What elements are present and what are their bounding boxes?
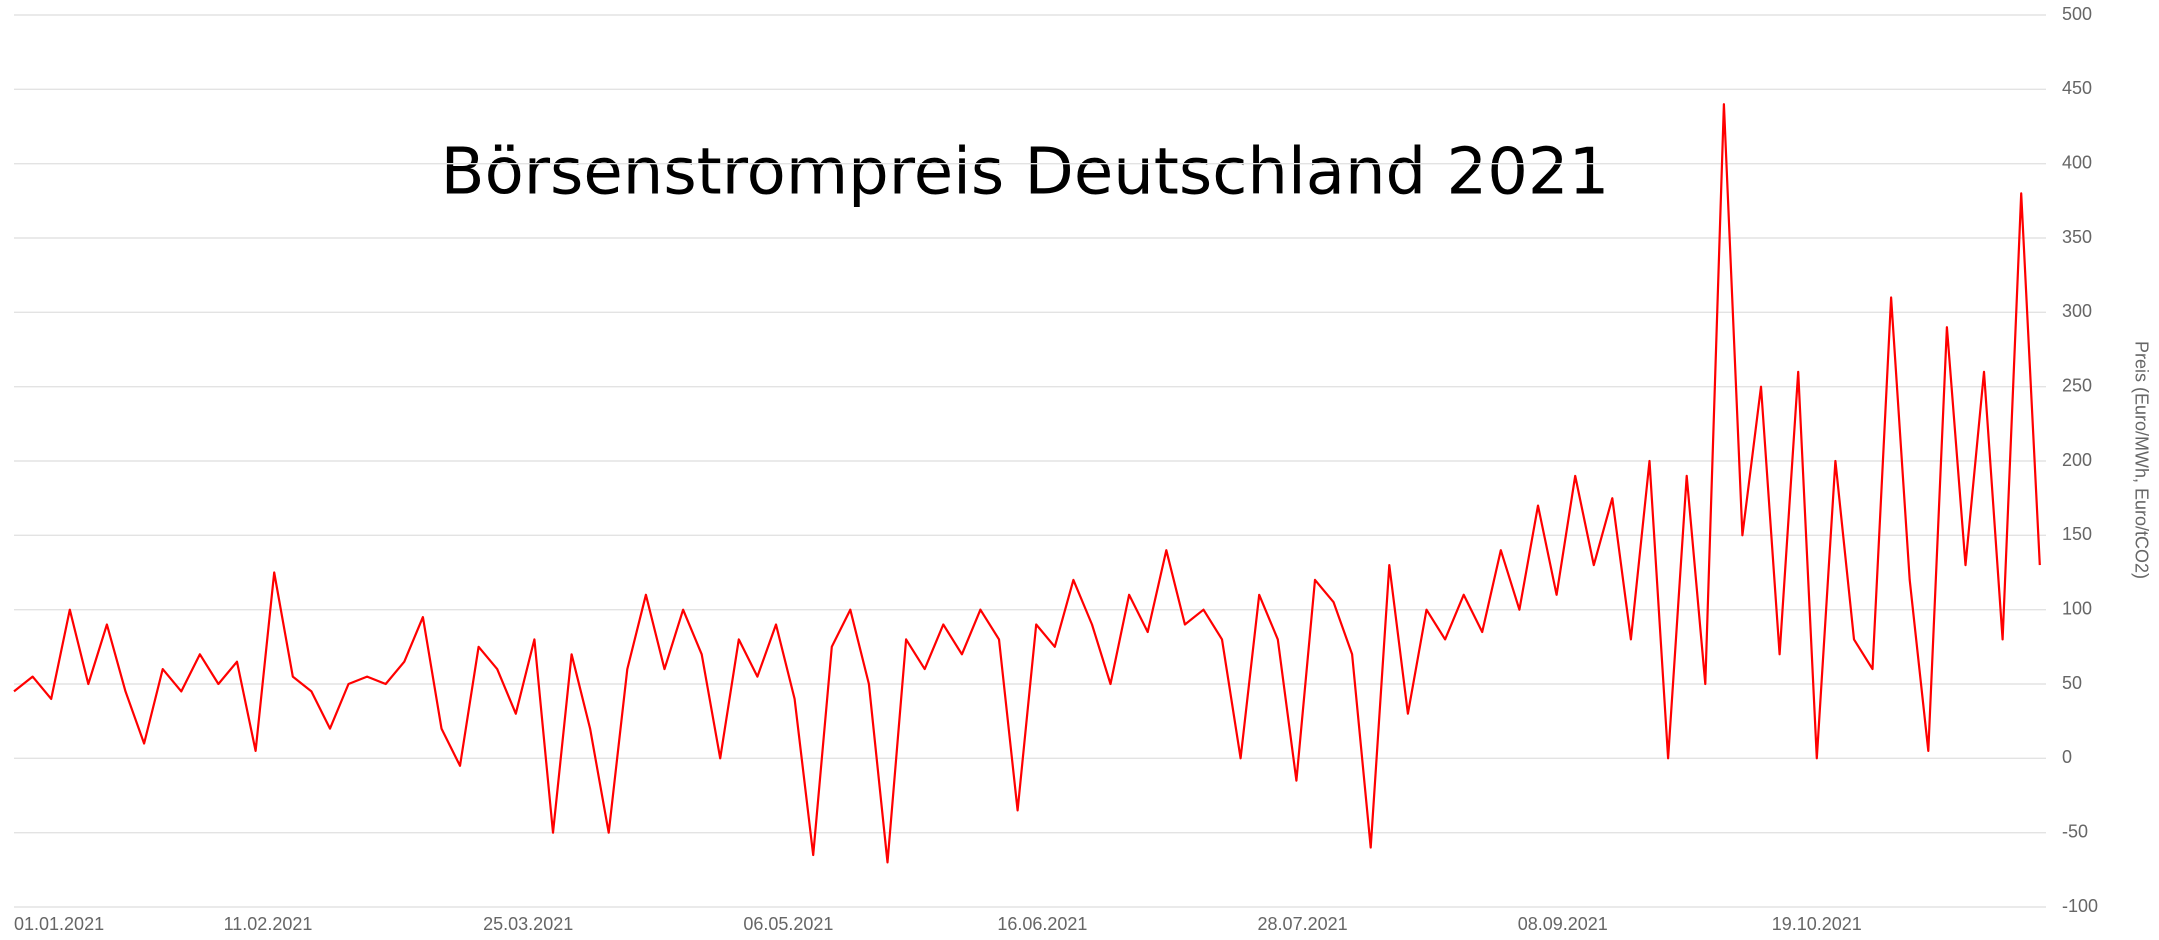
- y-axis-label: Preis (Euro/MWh, Euro/tCO2): [2131, 341, 2151, 579]
- chart-title: Börsenstrompreis Deutschland 2021: [441, 136, 1610, 210]
- y-tick-label: 200: [2062, 450, 2092, 470]
- x-tick-label: 16.06.2021: [997, 914, 1087, 934]
- y-tick-label: 250: [2062, 375, 2092, 395]
- y-tick-label: 50: [2062, 673, 2082, 693]
- y-tick-label: -50: [2062, 821, 2088, 841]
- x-tick-label: 28.07.2021: [1258, 914, 1348, 934]
- x-tick-label: 19.10.2021: [1772, 914, 1862, 934]
- y-tick-label: 400: [2062, 152, 2092, 172]
- y-tick-label: 300: [2062, 301, 2092, 321]
- y-tick-label: 350: [2062, 227, 2092, 247]
- y-tick-label: -100: [2062, 896, 2098, 916]
- x-tick-label: 01.01.2021: [14, 914, 104, 934]
- y-tick-label: 150: [2062, 524, 2092, 544]
- x-tick-label: 11.02.2021: [224, 914, 313, 934]
- y-tick-label: 0: [2062, 747, 2072, 767]
- data-line: [13, 103, 2041, 864]
- y-tick-label: 100: [2062, 598, 2092, 618]
- y-tick-label: 450: [2062, 78, 2092, 98]
- x-tick-label: 06.05.2021: [743, 914, 833, 934]
- y-tick-label: 500: [2062, 4, 2092, 24]
- x-tick-label: 08.09.2021: [1518, 914, 1608, 934]
- x-tick-label: 25.03.2021: [483, 914, 573, 934]
